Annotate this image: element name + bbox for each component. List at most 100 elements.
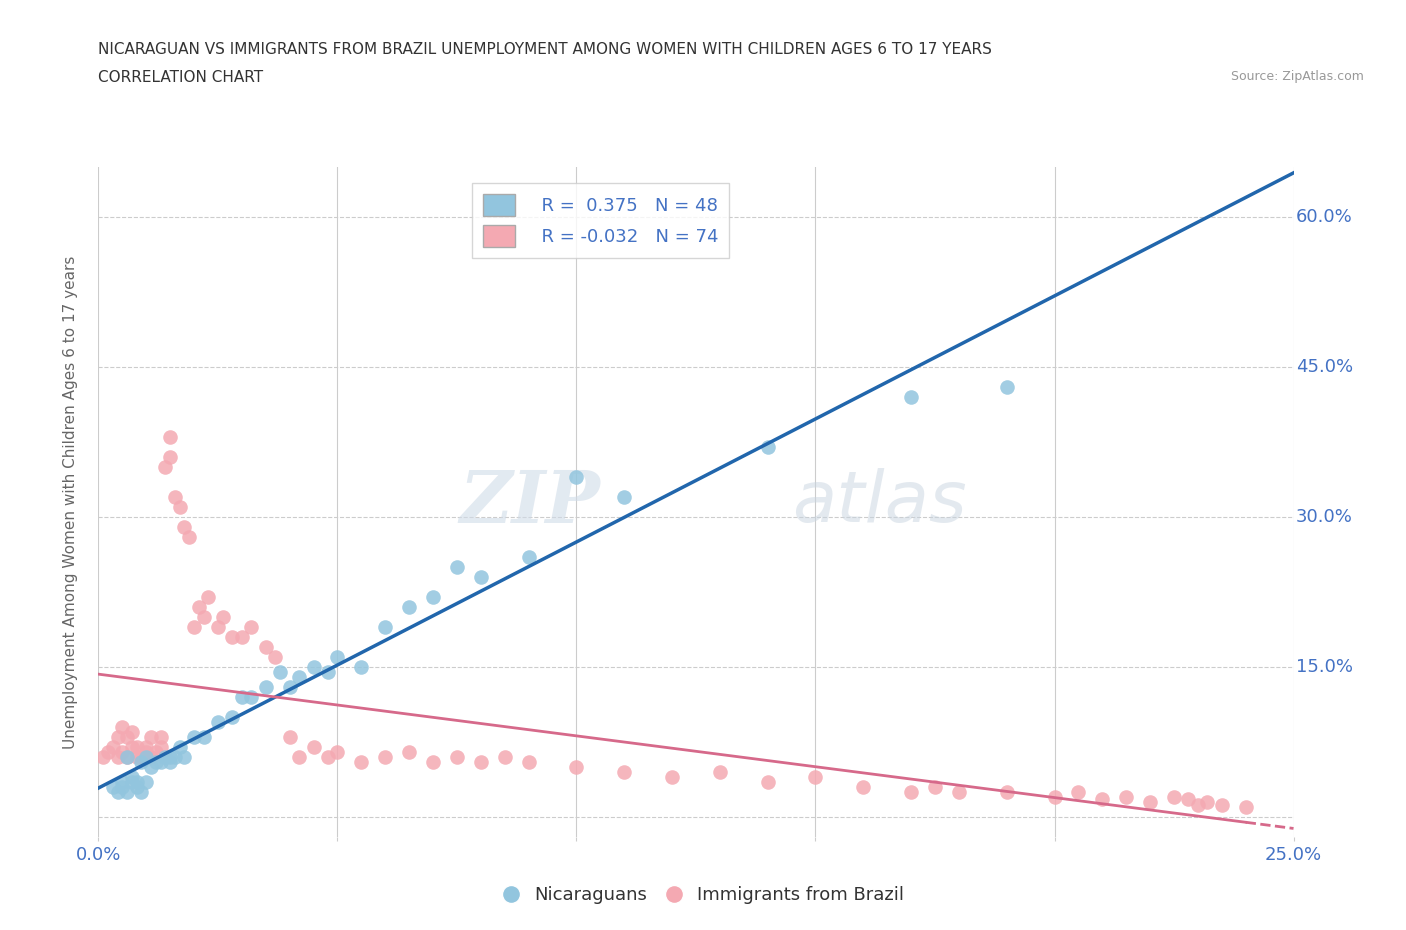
Point [111, 720, 134, 735]
Point [197, 590, 219, 604]
Point [1177, 791, 1199, 806]
Point [517, 550, 540, 565]
Point [709, 764, 731, 779]
Point [149, 754, 172, 769]
Point [1139, 794, 1161, 809]
Text: 60.0%: 60.0% [1296, 208, 1353, 226]
Point [135, 745, 157, 760]
Point [131, 754, 153, 769]
Point [159, 430, 181, 445]
Point [163, 750, 186, 764]
Point [852, 779, 875, 794]
Legend:   R =  0.375   N = 48,   R = -0.032   N = 74: R = 0.375 N = 48, R = -0.032 N = 74 [472, 183, 728, 258]
Y-axis label: Unemployment Among Women with Children Ages 6 to 17 years: Unemployment Among Women with Children A… [63, 256, 79, 749]
Point [924, 779, 946, 794]
Point [159, 750, 181, 764]
Point [254, 680, 277, 695]
Point [101, 779, 124, 794]
Point [398, 600, 420, 615]
Point [125, 739, 148, 754]
Point [565, 470, 588, 485]
Point [1163, 790, 1185, 804]
Point [302, 659, 325, 674]
Text: Source: ZipAtlas.com: Source: ZipAtlas.com [1230, 70, 1364, 83]
Point [107, 730, 129, 745]
Point [613, 764, 636, 779]
Point [264, 650, 287, 665]
Point [446, 750, 468, 764]
Point [240, 619, 263, 634]
Point [254, 640, 277, 655]
Point [422, 590, 444, 604]
Point [121, 724, 143, 739]
Point [139, 760, 162, 775]
Point [115, 730, 138, 745]
Point [159, 450, 181, 465]
Point [278, 730, 301, 745]
Point [131, 750, 153, 764]
Text: ZIP: ZIP [460, 467, 600, 538]
Point [1115, 790, 1137, 804]
Point [326, 650, 349, 665]
Point [240, 690, 263, 705]
Point [163, 490, 186, 505]
Point [101, 739, 124, 754]
Point [948, 785, 970, 800]
Text: CORRELATION CHART: CORRELATION CHART [98, 70, 263, 85]
Point [278, 680, 301, 695]
Point [288, 670, 311, 684]
Point [183, 730, 205, 745]
Point [269, 665, 291, 680]
Point [173, 750, 195, 764]
Point [139, 750, 162, 764]
Point [494, 750, 516, 764]
Point [121, 739, 143, 754]
Point [207, 619, 229, 634]
Point [125, 775, 148, 790]
Point [107, 750, 129, 764]
Point [316, 750, 339, 764]
Point [350, 754, 373, 769]
Point [326, 745, 349, 760]
Point [149, 739, 172, 754]
Point [115, 750, 138, 764]
Point [1187, 798, 1209, 813]
Point [111, 775, 134, 790]
Point [131, 785, 153, 800]
Point [159, 754, 181, 769]
Text: NICARAGUAN VS IMMIGRANTS FROM BRAZIL UNEMPLOYMENT AMONG WOMEN WITH CHILDREN AGES: NICARAGUAN VS IMMIGRANTS FROM BRAZIL UNE… [98, 42, 993, 57]
Point [183, 619, 205, 634]
Point [193, 730, 215, 745]
Point [107, 785, 129, 800]
Point [169, 739, 191, 754]
Point [207, 714, 229, 729]
Point [193, 610, 215, 625]
Point [111, 779, 134, 794]
Point [115, 750, 138, 764]
Point [1197, 794, 1219, 809]
Point [374, 750, 396, 764]
Point [288, 750, 311, 764]
Point [1211, 798, 1233, 813]
Point [135, 775, 157, 790]
Legend: Nicaraguans, Immigrants from Brazil: Nicaraguans, Immigrants from Brazil [495, 879, 911, 911]
Point [661, 770, 683, 785]
Point [756, 440, 779, 455]
Point [231, 690, 253, 705]
Point [155, 750, 177, 764]
Point [350, 659, 373, 674]
Point [125, 750, 148, 764]
Point [221, 630, 243, 644]
Point [145, 745, 167, 760]
Point [135, 750, 157, 764]
Point [470, 570, 492, 585]
Point [398, 745, 420, 760]
Point [804, 770, 827, 785]
Point [91, 750, 114, 764]
Point [900, 390, 922, 405]
Point [121, 770, 143, 785]
Point [125, 779, 148, 794]
Point [422, 754, 444, 769]
Point [1091, 791, 1114, 806]
Point [446, 560, 468, 575]
